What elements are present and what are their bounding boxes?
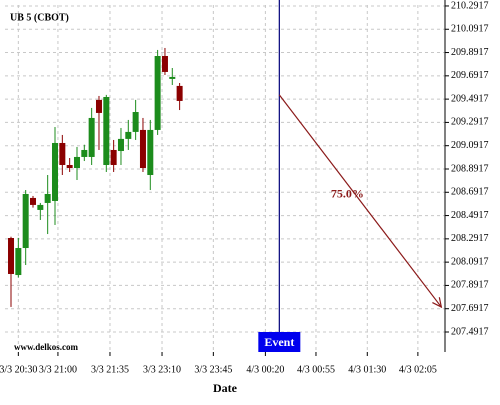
y-tick-label: 207.4917	[451, 326, 489, 337]
watermark: www.delkos.com	[14, 342, 79, 352]
candle-body	[132, 112, 139, 132]
y-tick-label: 207.6917	[451, 303, 489, 314]
candle-body	[15, 248, 22, 276]
candle-body	[169, 76, 176, 79]
y-tick-label: 207.8917	[451, 280, 489, 291]
y-tick-label: 209.0917	[451, 140, 489, 151]
x-tick-label: 3/3 21:00	[39, 364, 77, 375]
candle-body	[30, 197, 37, 205]
candle-body	[81, 149, 88, 157]
candle-body	[103, 96, 110, 165]
y-tick-label: 208.2917	[451, 233, 489, 244]
candle-body	[8, 238, 15, 274]
y-tick-label: 210.0917	[451, 24, 489, 35]
grid	[5, 5, 445, 352]
x-tick-label: 4/3 02:05	[399, 364, 437, 375]
candle-body	[22, 193, 29, 249]
x-tick-label: 3/3 21:35	[91, 364, 129, 375]
candle-body	[88, 117, 95, 157]
candle-body	[73, 156, 80, 169]
candle-body	[110, 149, 117, 165]
x-tick-label: 4/3 00:55	[297, 364, 335, 375]
y-tick-label: 210.2917	[451, 0, 489, 11]
event-label: Event	[264, 335, 294, 349]
x-tick-label: 4/3 01:30	[348, 364, 386, 375]
chart-title: UB 5 (CBOT)	[10, 12, 69, 23]
y-tick-label: 208.0917	[451, 256, 489, 267]
y-tick-label: 209.8917	[451, 47, 489, 58]
candle-body	[66, 164, 73, 169]
candle-body	[161, 56, 168, 72]
y-tick-label: 208.4917	[451, 210, 489, 221]
candle-body	[154, 56, 161, 130]
x-tick-label: 3/3 20:30	[0, 364, 37, 375]
marks	[8, 47, 183, 307]
y-tick-label: 209.2917	[451, 117, 489, 128]
arrow-head	[432, 297, 443, 309]
event-box	[258, 332, 301, 352]
y-tick-label: 209.4917	[451, 93, 489, 104]
y-tick-label: 208.8917	[451, 163, 489, 174]
candle-body	[44, 193, 51, 203]
candle-body	[59, 142, 66, 165]
candle-body	[95, 99, 102, 113]
candle-body	[51, 142, 58, 201]
y-tick-label: 209.6917	[451, 70, 489, 81]
y-tick-label: 208.6917	[451, 187, 489, 198]
candle-body	[117, 138, 124, 152]
projection-label: 75.0%	[331, 187, 364, 201]
candle-body	[147, 129, 154, 176]
candle-body	[176, 85, 183, 101]
x-axis-title: Date	[213, 381, 238, 395]
x-tick-label: 3/3 23:45	[194, 364, 232, 375]
x-tick-label: 3/3 23:10	[143, 364, 181, 375]
projection-arrow	[278, 94, 442, 308]
x-tick-label: 4/3 00:20	[246, 364, 284, 375]
candle-body	[139, 129, 146, 169]
candle-body	[37, 204, 44, 210]
candle-body	[125, 131, 132, 139]
